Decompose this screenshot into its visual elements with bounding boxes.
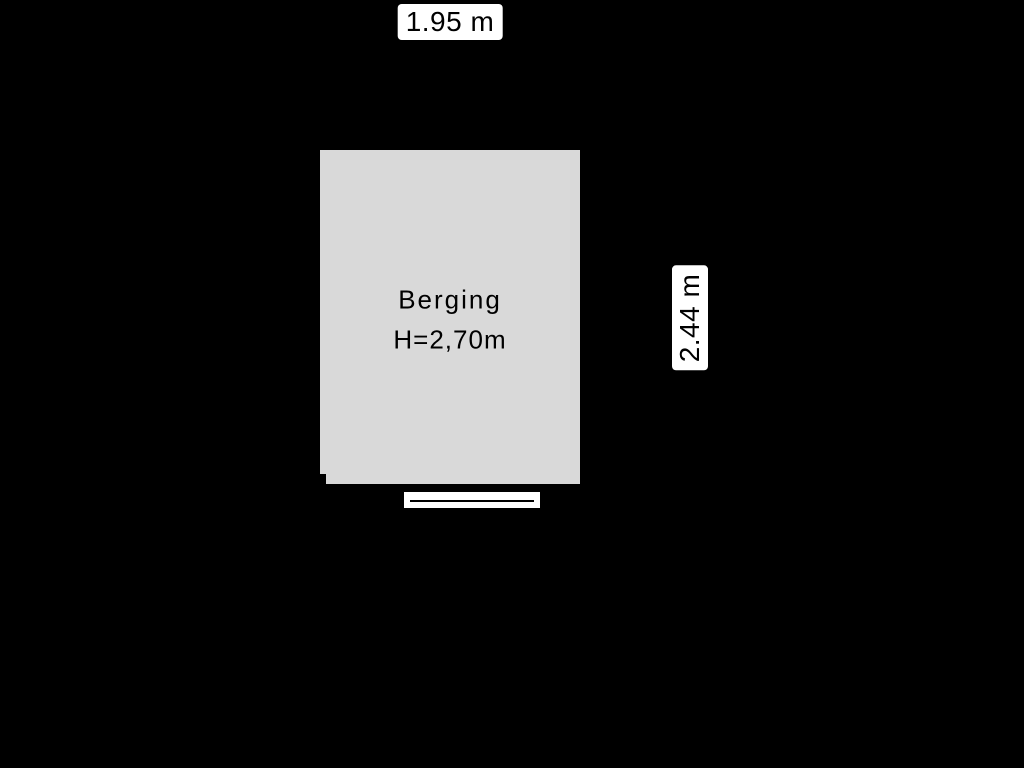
room-name-label: Berging <box>398 285 502 316</box>
room-height-label: H=2,70m <box>393 325 506 356</box>
dimension-width-label: 1.95 m <box>398 4 503 40</box>
floorplan-canvas: Berging H=2,70m 1.95 m 2.44 m <box>0 0 1024 768</box>
room-floor <box>320 150 580 484</box>
door-threshold-bar <box>410 500 534 502</box>
door-threshold <box>402 490 542 510</box>
dimension-height-label: 2.44 m <box>672 266 708 371</box>
wall-notch <box>318 474 326 486</box>
